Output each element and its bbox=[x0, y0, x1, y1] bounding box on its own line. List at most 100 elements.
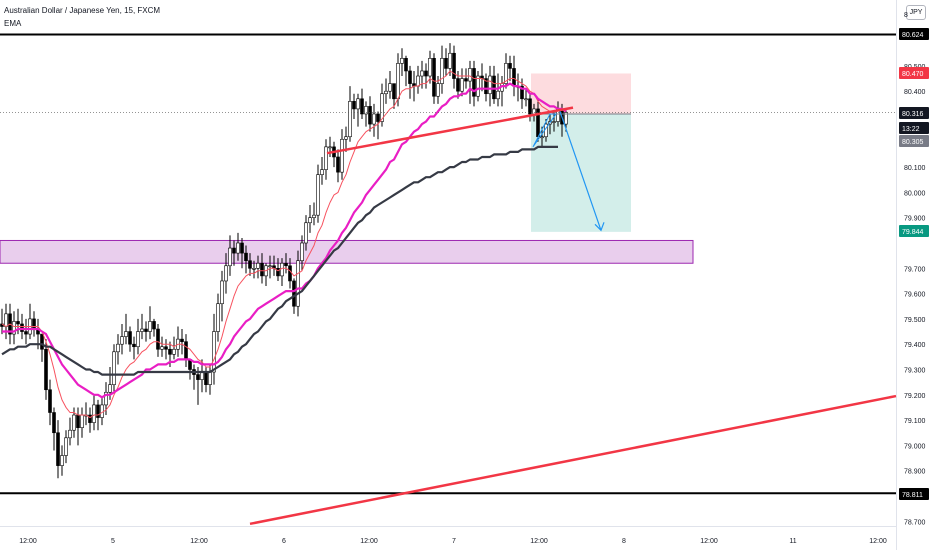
candle-body bbox=[528, 98, 532, 115]
candle bbox=[444, 48, 448, 77]
candle-body bbox=[276, 267, 280, 277]
price-axis-label[interactable]: 80.624 bbox=[899, 28, 929, 40]
pattern-triangle[interactable] bbox=[532, 113, 557, 148]
candle bbox=[320, 156, 324, 185]
candle-body bbox=[140, 328, 144, 332]
candle-body bbox=[112, 351, 116, 385]
candle bbox=[316, 164, 320, 223]
candle-body bbox=[444, 58, 448, 69]
arrow-head bbox=[594, 222, 605, 232]
trendline[interactable] bbox=[249, 394, 897, 526]
candle-body bbox=[288, 265, 292, 282]
trendline[interactable] bbox=[326, 106, 574, 155]
candle-body bbox=[124, 331, 128, 337]
price-tick-label: 79.200 bbox=[904, 393, 926, 400]
candle-body bbox=[156, 328, 160, 350]
candle-body bbox=[504, 63, 508, 84]
candle bbox=[376, 111, 380, 140]
candle-body bbox=[468, 68, 472, 82]
candle-body bbox=[248, 260, 252, 269]
price-tick-label: 79.100 bbox=[904, 418, 926, 425]
candle bbox=[212, 313, 216, 385]
price-label-bg bbox=[899, 122, 929, 134]
candle-body bbox=[360, 98, 364, 115]
candle bbox=[196, 366, 200, 405]
time-tick-label: 12:00 bbox=[530, 538, 548, 545]
stop-loss-zone[interactable] bbox=[531, 73, 631, 114]
candle-body bbox=[240, 242, 244, 254]
candle-body bbox=[352, 101, 356, 110]
candle-body bbox=[120, 336, 124, 345]
candle bbox=[324, 139, 328, 180]
candle-body bbox=[260, 262, 264, 277]
candle-body bbox=[56, 432, 60, 466]
candle-body bbox=[312, 214, 316, 218]
indicator-label[interactable]: EMA bbox=[4, 19, 22, 28]
price-axis-label[interactable]: 13:22 bbox=[899, 122, 929, 134]
candle-body bbox=[420, 70, 424, 77]
price-label-bg bbox=[899, 28, 929, 40]
candle bbox=[304, 215, 308, 251]
candle bbox=[52, 407, 56, 451]
candle bbox=[116, 334, 120, 365]
candle bbox=[136, 318, 140, 355]
candle-body bbox=[4, 313, 8, 327]
price-label-bg bbox=[899, 67, 929, 79]
candle bbox=[360, 88, 364, 120]
price-axis-label[interactable]: 79.844 bbox=[899, 225, 929, 237]
currency-badge[interactable]: JPY bbox=[906, 5, 926, 20]
candle bbox=[408, 65, 412, 99]
candle bbox=[300, 235, 304, 271]
candle bbox=[312, 202, 316, 226]
candle-body bbox=[376, 113, 380, 122]
candle-body bbox=[308, 217, 312, 224]
candle bbox=[356, 93, 360, 127]
candle-body bbox=[228, 247, 232, 267]
candle-body bbox=[100, 404, 104, 418]
candle-body bbox=[344, 136, 348, 140]
price-tick-label: 79.900 bbox=[904, 216, 926, 223]
candle-body bbox=[244, 252, 248, 262]
candle bbox=[172, 336, 176, 360]
price-axis-label[interactable]: 80.470 bbox=[899, 67, 929, 79]
candle-body bbox=[316, 174, 320, 216]
price-label-text: 13:22 bbox=[902, 126, 920, 133]
price-axis-label[interactable]: 80.305 bbox=[899, 135, 929, 147]
candle bbox=[48, 379, 52, 426]
candle-body bbox=[416, 75, 420, 87]
time-tick-label: 12:00 bbox=[19, 538, 37, 545]
chart-legend: Australian Dollar / Japanese Yen, 15, FX… bbox=[4, 4, 160, 30]
candle bbox=[92, 394, 96, 431]
candle-body bbox=[88, 414, 92, 423]
candle-body bbox=[292, 280, 296, 307]
candle-body bbox=[368, 106, 372, 125]
candle bbox=[252, 260, 256, 279]
candle-body bbox=[408, 70, 412, 84]
candle bbox=[144, 321, 148, 342]
support-zone[interactable] bbox=[0, 239, 694, 264]
candle-body bbox=[512, 68, 516, 87]
candle-body bbox=[324, 146, 328, 170]
candle-body bbox=[96, 404, 100, 418]
candle-body bbox=[508, 63, 512, 69]
candle-body bbox=[16, 321, 20, 325]
candle-body bbox=[404, 58, 408, 72]
candle bbox=[232, 240, 236, 266]
candle-body bbox=[108, 384, 112, 393]
candle-body bbox=[204, 371, 208, 385]
candle bbox=[372, 103, 376, 137]
candle bbox=[296, 250, 300, 317]
candle-body bbox=[540, 136, 544, 139]
projection-arrow[interactable] bbox=[559, 111, 602, 231]
price-tick-label: 79.700 bbox=[904, 266, 926, 273]
candle-body bbox=[92, 404, 96, 423]
price-axis-label[interactable]: 78.811 bbox=[899, 488, 929, 500]
candle bbox=[368, 96, 372, 132]
candle bbox=[384, 78, 388, 104]
price-axis-label[interactable]: 80.316 bbox=[899, 107, 929, 119]
price-label-bg bbox=[899, 135, 929, 147]
candle bbox=[392, 83, 396, 109]
candle bbox=[216, 293, 220, 342]
candle-body bbox=[200, 371, 204, 380]
